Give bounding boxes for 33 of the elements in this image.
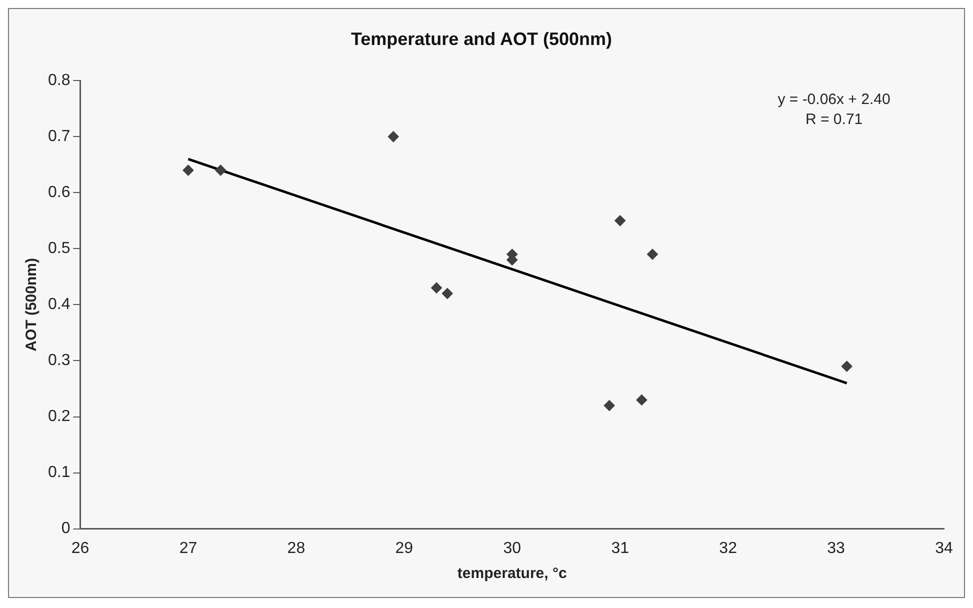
x-tick-label: 29	[395, 540, 414, 557]
annotation: R = 0.71	[805, 111, 863, 128]
y-tick-label: 0	[61, 520, 70, 538]
point	[442, 288, 453, 299]
point	[646, 248, 658, 260]
point	[614, 215, 626, 226]
x-tick-label: 33	[827, 540, 846, 557]
point	[604, 400, 615, 412]
y-tick-label: 0.4	[48, 296, 70, 314]
x-tick-label: 28	[287, 540, 306, 557]
y-tick-label: 0.6	[48, 184, 70, 202]
annotation: y = -0.06x + 2.40	[778, 91, 890, 108]
point	[431, 282, 442, 294]
y-tick-label: 0.3	[48, 352, 70, 370]
y-tick-label: 0.5	[48, 240, 70, 258]
chart-title: Temperature and AOT (500nm)	[350, 28, 612, 49]
point	[388, 131, 399, 142]
point	[841, 360, 852, 372]
x-tick-label: 26	[71, 540, 90, 557]
point	[182, 164, 194, 176]
x-tick-label: 31	[611, 540, 630, 557]
point	[636, 394, 648, 406]
y-axis-title: AOT (500nm)	[23, 258, 40, 352]
y-tick-label: 0.7	[48, 128, 70, 146]
y-tick-label: 0.2	[48, 408, 70, 426]
x-axis-title: temperature, °c	[457, 565, 567, 582]
y-tick-label: 0.1	[48, 464, 70, 482]
x-tick-label: 27	[179, 540, 198, 557]
x-tick-label: 34	[935, 540, 953, 557]
point	[215, 164, 226, 176]
y-tick-label: 0.8	[48, 72, 70, 90]
x-tick-label: 30	[503, 540, 522, 557]
x-tick-label: 32	[719, 540, 738, 557]
